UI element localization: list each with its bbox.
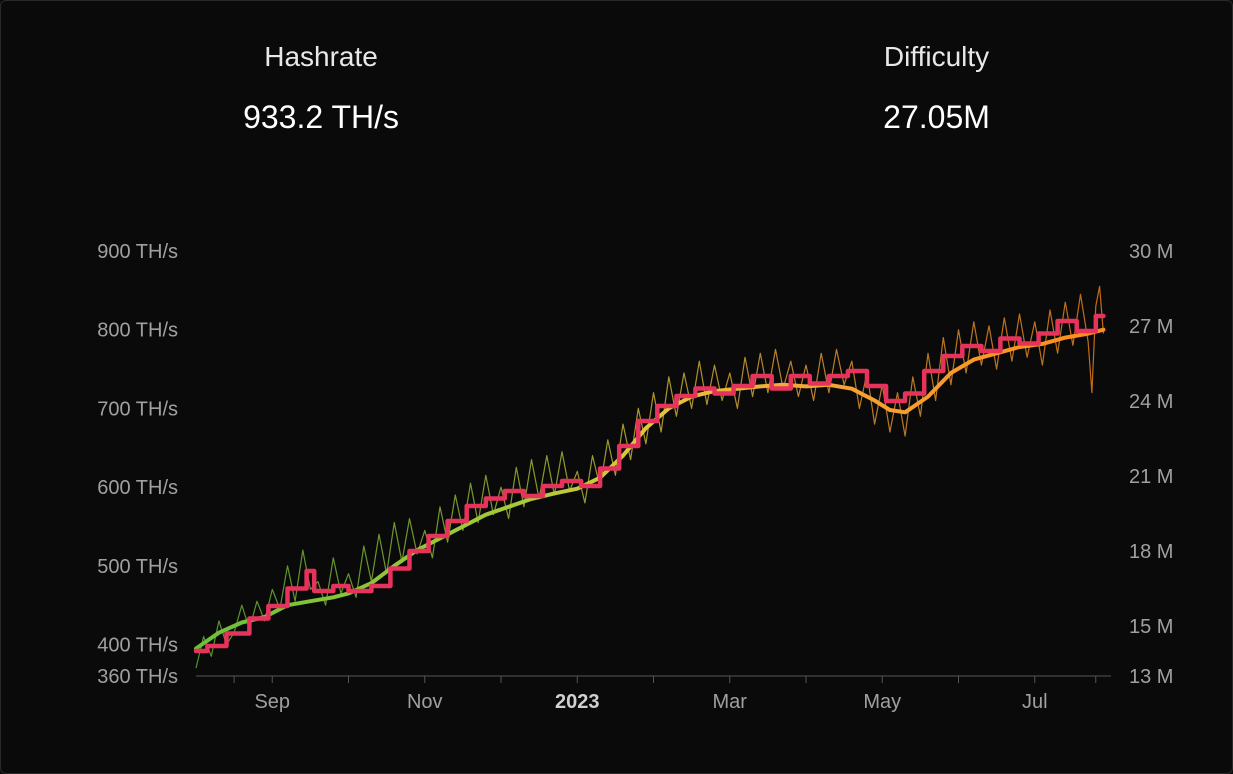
difficulty-value: 27.05M	[883, 99, 990, 136]
hashrate-stat: Hashrate 933.2 TH/s	[243, 41, 399, 136]
chart-panel: Hashrate 933.2 TH/s Difficulty 27.05M Se…	[0, 0, 1233, 774]
difficulty-title: Difficulty	[883, 41, 990, 73]
svg-text:360 TH/s: 360 TH/s	[97, 666, 178, 688]
svg-text:13 M: 13 M	[1129, 666, 1173, 688]
hashrate-value: 933.2 TH/s	[243, 99, 399, 136]
stats-header: Hashrate 933.2 TH/s Difficulty 27.05M	[1, 1, 1232, 136]
svg-text:Jul: Jul	[1022, 691, 1048, 713]
svg-text:600 TH/s: 600 TH/s	[97, 477, 178, 499]
svg-text:800 TH/s: 800 TH/s	[97, 320, 178, 342]
svg-text:30 M: 30 M	[1129, 241, 1173, 263]
svg-text:Sep: Sep	[254, 691, 290, 713]
svg-text:May: May	[863, 691, 901, 713]
svg-text:21 M: 21 M	[1129, 466, 1173, 488]
svg-text:Mar: Mar	[713, 691, 748, 713]
svg-text:2023: 2023	[555, 691, 600, 713]
svg-text:700 TH/s: 700 TH/s	[97, 398, 178, 420]
svg-text:15 M: 15 M	[1129, 616, 1173, 638]
svg-text:18 M: 18 M	[1129, 541, 1173, 563]
svg-text:27 M: 27 M	[1129, 316, 1173, 338]
chart-area[interactable]: Sep Nov 2023 Mar May Jul 360 TH/s 400 TH/s 500 T…	[1, 201, 1232, 773]
svg-text:400 TH/s: 400 TH/s	[97, 635, 178, 657]
svg-text:Nov: Nov	[407, 691, 443, 713]
svg-text:500 TH/s: 500 TH/s	[97, 556, 178, 578]
svg-text:24 M: 24 M	[1129, 391, 1173, 413]
hashrate-title: Hashrate	[243, 41, 399, 73]
line-chart: Sep Nov 2023 Mar May Jul 360 TH/s 400 TH/s 500 T…	[1, 201, 1233, 774]
difficulty-stat: Difficulty 27.05M	[883, 41, 990, 136]
svg-text:900 TH/s: 900 TH/s	[97, 241, 178, 263]
